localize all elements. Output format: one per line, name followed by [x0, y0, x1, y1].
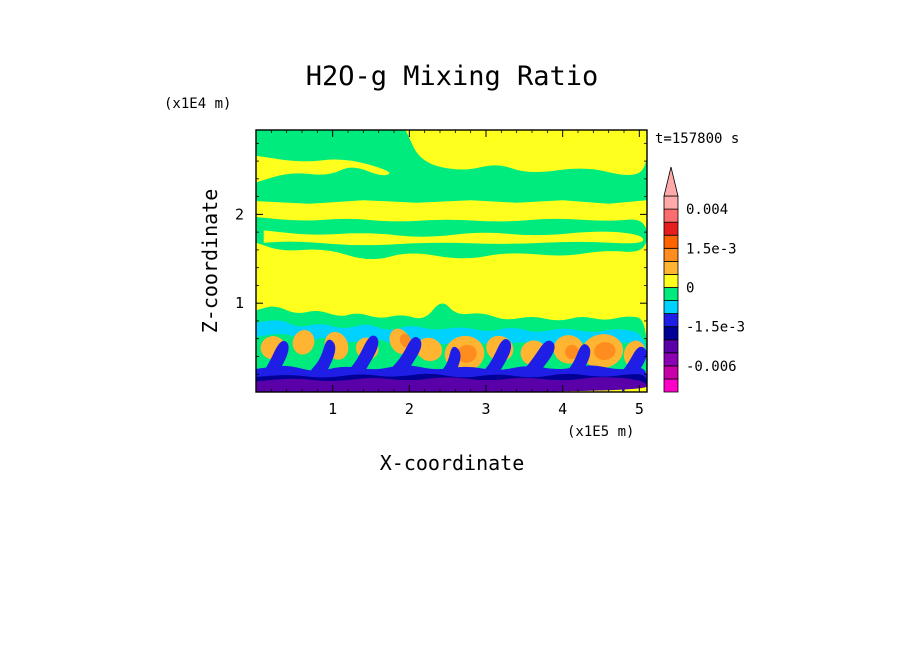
y-axis-unit-label: (x1E4 m)	[164, 96, 231, 112]
colorbar-segment-7	[663, 300, 679, 315]
colorbar-segment-14	[663, 208, 679, 223]
plot-frame	[255, 129, 648, 393]
colorbar-segment-3	[663, 352, 679, 367]
x-tick-label-3: 3	[481, 400, 490, 418]
field-moist-plume-2	[292, 330, 315, 355]
colorbar-segment-12	[663, 234, 679, 249]
y-tick-label-1: 1	[235, 294, 244, 312]
colorbar-segment-10	[663, 260, 679, 275]
colorbar-segment-9	[663, 273, 679, 288]
field-moist-plume-6	[416, 337, 443, 362]
field-upper-yellow-pocket-right	[512, 130, 644, 156]
colorbar-label-1: 0.004	[686, 202, 728, 218]
y-ticks: 12	[235, 142, 647, 375]
field-moist-core-2	[594, 342, 616, 361]
field-thin-yellow-line	[256, 210, 647, 214]
field-middle-yellow-pocket	[263, 230, 644, 246]
colorbar-segment-15	[663, 195, 679, 210]
y-tick-label-2: 2	[235, 205, 244, 223]
colorbar-extension-arrow	[663, 166, 679, 197]
x-tick-label-2: 2	[405, 400, 414, 418]
chart-title: H2O-g Mixing Ratio	[306, 61, 599, 92]
colorbar-segment-6	[663, 313, 679, 328]
field-moist-core-3	[564, 344, 579, 360]
time-label: t=157800 s	[655, 131, 739, 147]
colorbar-segment-4	[663, 339, 679, 354]
x-tick-label-5: 5	[635, 400, 644, 418]
field-moist-core-1	[456, 344, 477, 363]
colorbar-segment-11	[663, 247, 679, 262]
colorbar-label-2: 1.5e-3	[686, 241, 737, 257]
x-tick-label-4: 4	[558, 400, 567, 418]
colorbar-label-3: 0	[686, 281, 694, 297]
colorbar-segment-2	[663, 365, 679, 380]
colorbar: 0.004 1.5e-3 0 -1.5e-3 -0.006	[663, 166, 745, 393]
x-axis-title: X-coordinate	[380, 451, 525, 475]
colorbar-segment-5	[663, 326, 679, 341]
field-upper-yellow-pocket-left	[256, 155, 390, 183]
plot-area	[255, 129, 648, 393]
x-tick-label-1: 1	[328, 400, 337, 418]
colorbar-label-4: -1.5e-3	[686, 320, 745, 336]
colorbar-label-5: -0.006	[686, 359, 737, 375]
y-axis-title: Z-coordinate	[198, 189, 222, 334]
x-ticks: 1 2 3 4 5	[270, 130, 644, 418]
colorbar-segment-8	[663, 287, 679, 302]
x-axis-unit-label: (x1E5 m)	[567, 424, 634, 440]
field-driest-purple-base	[256, 377, 647, 392]
field-layers	[256, 130, 647, 392]
colorbar-segment-13	[663, 221, 679, 236]
colorbar-segment-1	[663, 378, 679, 393]
